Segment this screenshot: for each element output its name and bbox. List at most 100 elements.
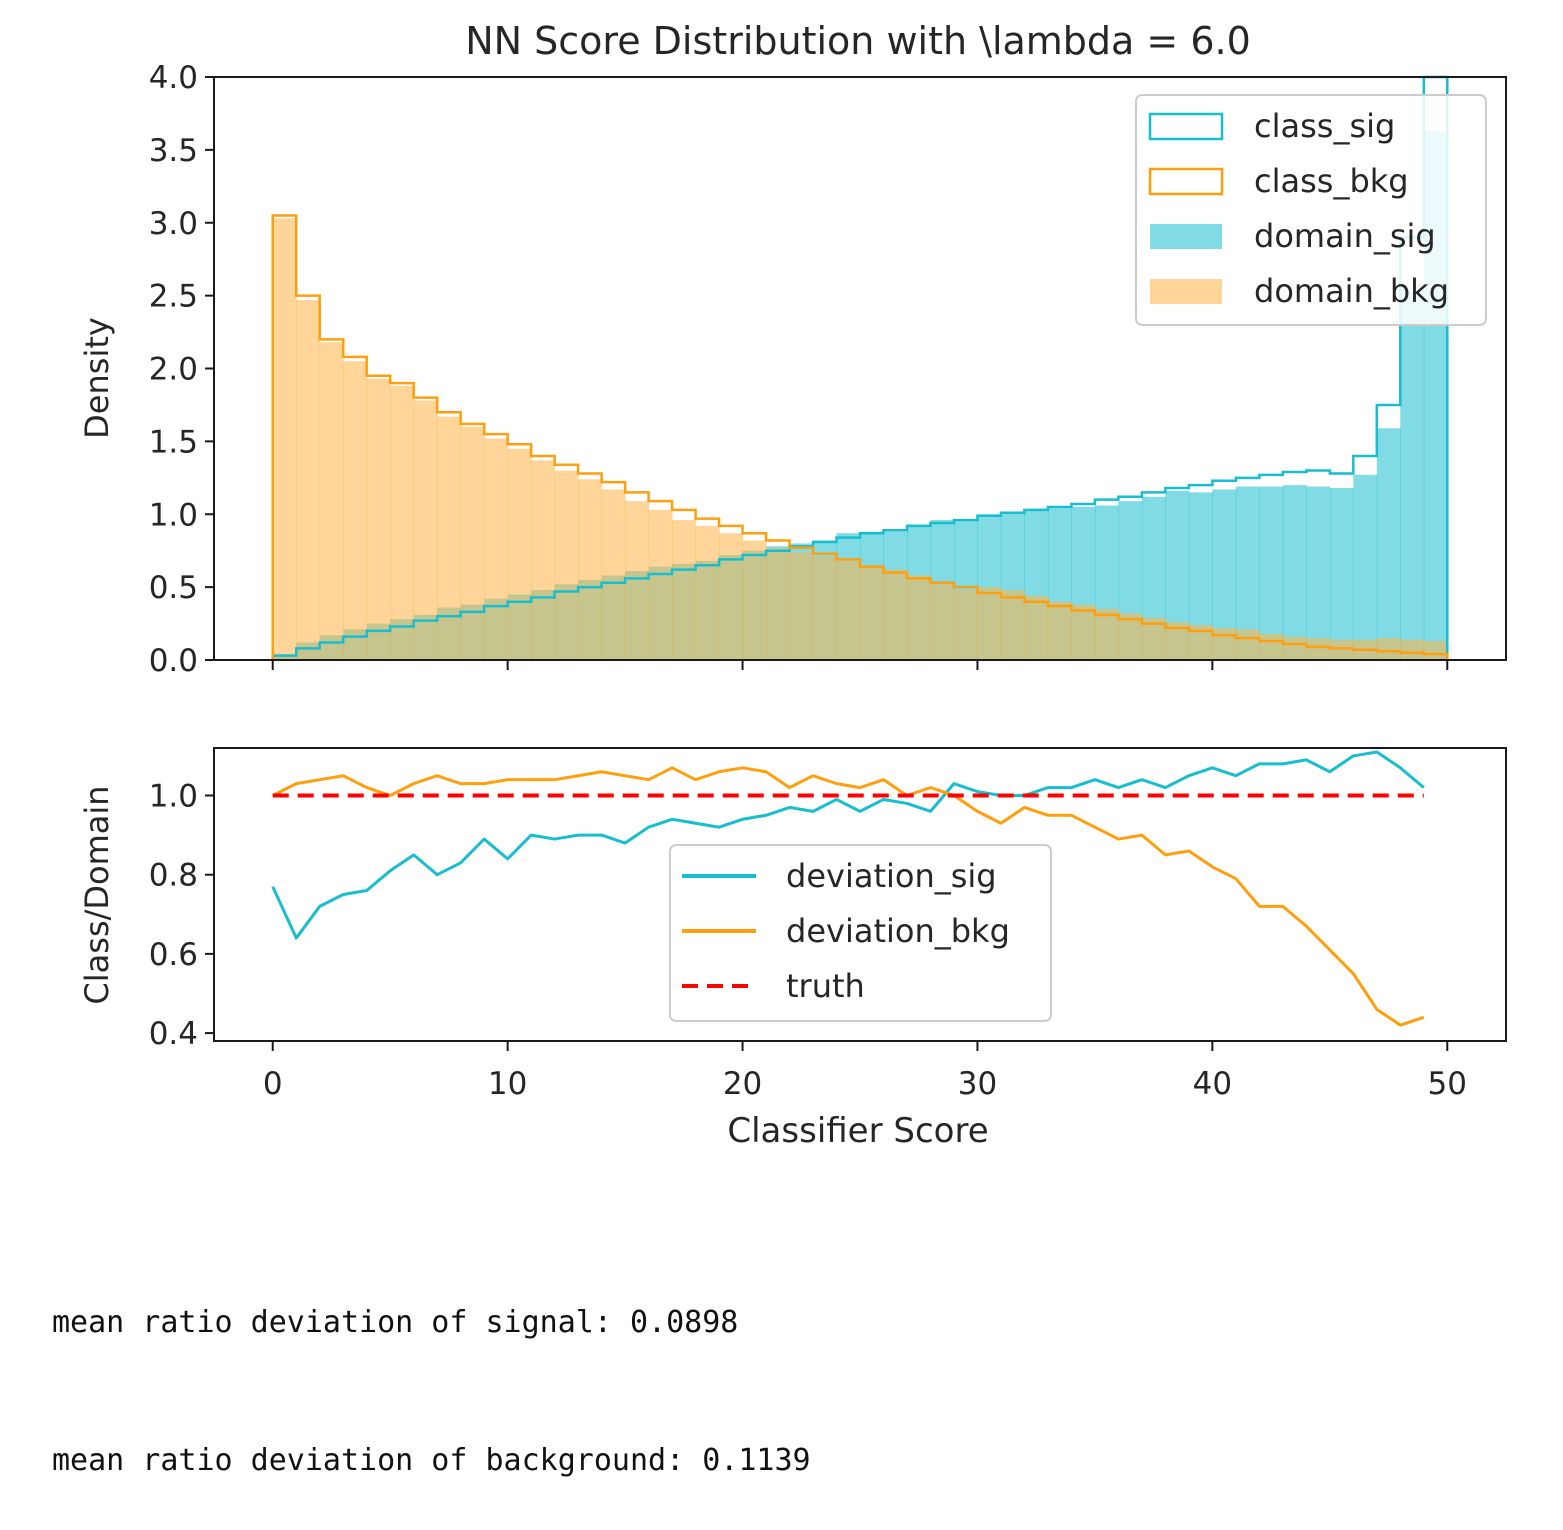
class_sig-legend-swatch [1148,112,1224,141]
domain_bkg-bar [296,299,321,660]
domain_bkg-bar [672,520,697,660]
domain_bkg-bar [860,565,884,660]
class_bkg-legend-swatch [1148,167,1224,196]
domain_bkg-bar [578,479,603,660]
domain_sig-bar [1306,486,1331,660]
domain_bkg-bars [272,218,1448,660]
figure: NN Score Distribution with \lambda = 6.0… [78,19,1507,1151]
domain_bkg-bar [1235,629,1260,660]
domain_bkg-bar [484,438,509,660]
class_sig-step [271,75,1449,660]
x-tick-label: 40 [1193,1066,1232,1102]
class_bkg-legend-label: class_bkg [1254,162,1409,200]
domain_bkg-bar [1400,639,1425,660]
domain_sig-bar [1329,488,1354,660]
domain_bkg-bar [1282,636,1307,660]
x-tick-label: 10 [488,1066,527,1102]
domain_bkg-bar [1165,622,1190,660]
y-tick-label: 4.0 [149,60,198,96]
x-tick-label: 30 [958,1066,997,1102]
domain_sig-bar [1400,291,1425,660]
domain_bkg-bar [1306,638,1331,660]
deviation_sig-legend-label: deviation_sig [786,857,997,895]
domain_sig-bar [1188,492,1213,660]
y-axis-label: Class/Domain [78,785,116,1004]
deviation_bkg-line [272,766,1425,1027]
domain_bkg-legend-swatch [1150,279,1222,304]
domain_bkg-bar [695,525,720,660]
y-tick-label: 2.0 [149,352,198,388]
histogram-panel: NN Score Distribution with \lambda = 6.0… [78,19,1507,679]
domain_bkg-bar [766,547,791,660]
y-tick-label: 3.5 [149,133,198,169]
y-tick-label: 0.5 [149,570,198,606]
domain_bkg-bar [1047,601,1072,660]
domain_bkg-bar [953,590,978,660]
domain_bkg-bar [1376,638,1401,660]
domain_sig-bar [1212,489,1237,660]
legend-box [669,844,1052,1022]
domain_bkg-bar [836,560,861,660]
domain_bkg-bar [1423,641,1448,660]
y-tick-label: 3.0 [149,206,198,242]
class_bkg-step [271,214,1449,660]
signal-deviation-text: mean ratio deviation of signal: 0.0898 [52,1305,739,1340]
domain_bkg-bar [1188,625,1213,660]
domain_bkg-bar [742,540,767,660]
legend-box [1135,94,1487,326]
domain_bkg-bar [1212,627,1237,660]
domain_bkg-bar [1141,617,1166,660]
domain_sig-bar [1376,428,1401,660]
ratio-panel: Class/Domain 0.4 0.6 0.8 1.0 0 10 20 30 40 50 Cl… [78,747,1507,1151]
y-ticks: 0.4 0.6 0.8 1.0 [149,779,214,1052]
truth-legend-label: truth [786,967,865,1005]
domain_sig-bar [1235,486,1260,660]
domain_bkg-bar [390,385,415,660]
domain_sig-legend-label: domain_sig [1254,217,1436,255]
domain_bkg-bar [272,218,297,660]
domain_bkg-bar [366,378,391,660]
domain_bkg-bar [1071,604,1096,660]
domain_bkg-bar [413,400,438,660]
y-ticks: 0.0 0.5 1.0 1.5 2.0 2.5 3.0 3.5 4.0 [149,60,214,679]
domain_bkg-bar [1094,608,1119,660]
domain_bkg-bar [1024,595,1049,660]
domain_sig-legend-swatch [1150,224,1222,249]
domain_bkg-bar [813,556,838,660]
domain_bkg-bar [648,509,673,660]
x-tick-label: 50 [1428,1066,1467,1102]
x-tick-label: 20 [723,1066,762,1102]
x-tick-label: 0 [263,1066,283,1102]
domain_bkg-bar [1329,639,1354,660]
domain_bkg-bar [554,470,579,660]
histogram-steps [271,75,1449,660]
domain_bkg-bar [977,587,1002,660]
y-axis-label: Density [78,317,116,439]
domain_bkg-bar [601,489,626,660]
x-axis-label: Classifier Score [727,1111,988,1151]
console-output: mean ratio deviation of signal: 0.0898 m… [52,1208,811,1530]
deviation_sig-line [271,750,1425,940]
background-deviation-text: mean ratio deviation of background: 0.11… [52,1443,811,1478]
class_sig-legend-label: class_sig [1254,107,1395,145]
domain_bkg-legend-label: domain_bkg [1254,272,1449,310]
domain_bkg-bar [719,533,744,660]
y-tick-label: 1.0 [149,779,198,815]
deviation_bkg-legend-label: deviation_bkg [786,912,1010,950]
x-ticks [271,660,1449,670]
domain_bkg-bar [437,416,462,660]
domain_bkg-bar [930,582,955,660]
domain_bkg-bar [883,569,908,660]
domain_bkg-bar [906,575,931,660]
x-ticks: 0 10 20 30 40 50 [263,1041,1467,1102]
domain_bkg-bar [789,552,814,660]
domain_bkg-bar [625,501,650,660]
y-tick-label: 0.0 [149,643,198,679]
domain_bkg-bar [1000,590,1025,660]
domain_sig-bar [1259,486,1284,660]
plot-frame [213,747,1507,1042]
domain_bkg-bar [531,460,556,660]
y-tick-label: 0.8 [149,858,198,894]
y-tick-label: 2.5 [149,279,198,315]
